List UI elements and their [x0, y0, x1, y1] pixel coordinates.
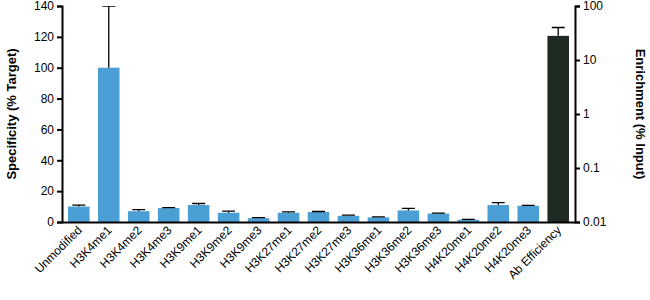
bar — [368, 217, 390, 222]
bar — [218, 213, 240, 222]
tick-mark — [57, 67, 62, 69]
bar — [278, 213, 300, 222]
bar — [398, 210, 420, 222]
tick: 0 — [47, 215, 62, 229]
bar — [188, 205, 210, 222]
y-axis-title: Specificity (% Target) — [4, 48, 19, 179]
bar — [68, 207, 90, 222]
tick-label: Ab Efficiency — [505, 223, 564, 282]
tick-label: 0.01 — [583, 215, 607, 229]
tick-label: 100 — [34, 61, 54, 75]
error-bar — [492, 203, 505, 205]
plot: 0 20 40 60 80 100 120 140 0.01 0.1 1 10 100 Unmodifie… — [32, 0, 607, 282]
tick-label: 20 — [41, 184, 55, 198]
error-bar — [342, 214, 355, 216]
series — [68, 6, 539, 222]
axis-line — [576, 7, 581, 223]
error-bar — [522, 205, 535, 207]
error-bar — [402, 208, 415, 210]
tick-label: 80 — [41, 92, 55, 106]
error-bar — [192, 203, 205, 205]
error-bar — [432, 212, 445, 214]
tick-mark — [57, 98, 62, 100]
y2-axis: 0.01 0.1 1 10 100 — [575, 0, 607, 229]
tick: 100 — [575, 0, 603, 13]
tick-mark — [57, 36, 62, 38]
y-axis: 0 20 40 60 80 100 120 140 — [34, 0, 63, 229]
bar — [517, 206, 539, 222]
bar — [488, 205, 510, 222]
tick: 100 — [34, 61, 62, 75]
tick: 40 — [41, 154, 62, 168]
error-bar — [72, 205, 85, 207]
tick-mark — [575, 168, 580, 170]
tick-label: 120 — [34, 30, 54, 44]
error-bar — [462, 219, 475, 221]
bar — [158, 208, 180, 222]
tick: 1 — [575, 107, 590, 121]
tick: 80 — [41, 92, 62, 106]
tick-label: 40 — [41, 154, 55, 168]
tick: 60 — [41, 123, 62, 137]
tick-mark — [575, 60, 580, 62]
error-bar — [102, 6, 115, 68]
axis-line — [63, 222, 576, 224]
tick-mark — [57, 129, 62, 131]
tick-mark — [57, 160, 62, 162]
bar — [308, 212, 330, 222]
tick-mark — [57, 6, 62, 8]
series — [547, 27, 569, 222]
tick-label: 1 — [583, 107, 590, 121]
error-bar — [222, 211, 235, 213]
bar — [128, 211, 150, 222]
bar — [338, 216, 360, 222]
y2-axis-title: Enrichment (% Input) — [633, 49, 648, 180]
error-bar — [132, 210, 145, 212]
marks — [68, 6, 569, 222]
tick: 10 — [575, 53, 597, 67]
tick-mark — [575, 222, 580, 224]
tick: 140 — [34, 0, 62, 13]
tick-label: 0.1 — [583, 161, 600, 175]
error-bar — [252, 217, 265, 219]
error-bar — [372, 216, 385, 218]
error-bar — [282, 211, 295, 213]
tick-label: 0 — [47, 215, 54, 229]
error-bar — [552, 27, 565, 35]
tick-label: 10 — [583, 53, 597, 67]
axis-line — [57, 7, 63, 223]
tick: 0.01 — [575, 215, 607, 229]
tick-label: 60 — [41, 123, 55, 137]
x-axis: UnmodifiedH3K4me1H3K4me2H3K4me3H3K9me1H3… — [32, 223, 576, 282]
tick-mark — [57, 191, 62, 193]
bar — [547, 36, 569, 222]
tick-label: 140 — [34, 0, 54, 13]
bar — [428, 214, 450, 222]
bar — [248, 218, 270, 222]
tick: 0.1 — [575, 161, 600, 175]
bar — [98, 68, 120, 222]
tick: Ab Efficiency — [505, 223, 564, 282]
tick-mark — [57, 222, 62, 224]
tick: 120 — [34, 30, 62, 44]
tick: 20 — [41, 184, 62, 198]
error-bar — [162, 207, 175, 209]
tick-label: 100 — [583, 0, 603, 13]
tick-mark — [575, 114, 580, 116]
chart: 0 20 40 60 80 100 120 140 0.01 0.1 1 10 100 Unmodifie… — [0, 0, 650, 300]
tick-mark — [575, 6, 580, 8]
error-bar — [312, 211, 325, 213]
